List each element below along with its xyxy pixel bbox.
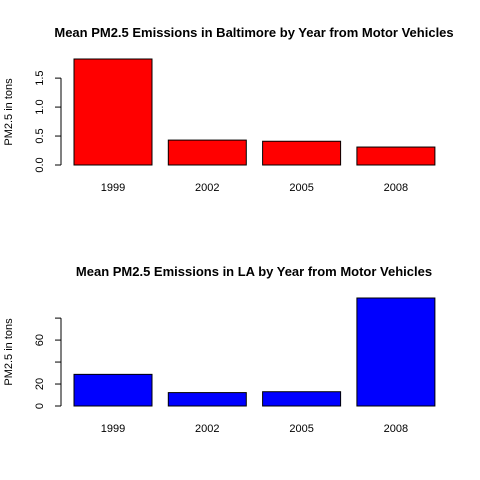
bar-1999 (73, 373, 153, 407)
y-tick-label: 0.5 (34, 128, 46, 143)
x-tick-label: 2008 (384, 182, 408, 194)
bar-1999 (73, 58, 153, 166)
y-tick-label: 20 (34, 378, 46, 390)
bar-2002 (167, 139, 247, 166)
bar-2002 (167, 392, 247, 407)
x-tick-label: 2002 (195, 423, 219, 435)
chart-title: Mean PM2.5 Emissions in Baltimore by Yea… (54, 25, 453, 40)
x-tick-label: 1999 (101, 423, 125, 435)
y-tick-label: 1.0 (34, 99, 46, 114)
y-axis-label: PM2.5 in tons (3, 78, 15, 146)
y-tick-label: 0 (34, 403, 46, 409)
bar-2008 (356, 146, 436, 166)
baltimore-chart: Mean PM2.5 Emissions in Baltimore by Yea… (3, 25, 454, 194)
y-tick-label: 60 (34, 334, 46, 346)
y-axis-label: PM2.5 in tons (3, 318, 15, 386)
x-tick-label: 2005 (289, 423, 313, 435)
bar-2008 (356, 297, 436, 407)
chart-title: Mean PM2.5 Emissions in LA by Year from … (76, 264, 432, 279)
x-tick-label: 1999 (101, 182, 125, 194)
x-tick-label: 2002 (195, 182, 219, 194)
bar-2005 (262, 391, 342, 407)
y-tick-label: 0.0 (34, 157, 46, 172)
x-tick-label: 2005 (289, 182, 313, 194)
la-chart: Mean PM2.5 Emissions in LA by Year from … (3, 264, 436, 435)
y-tick-label: 1.5 (34, 70, 46, 85)
x-tick-label: 2008 (384, 423, 408, 435)
bar-2005 (262, 140, 342, 166)
